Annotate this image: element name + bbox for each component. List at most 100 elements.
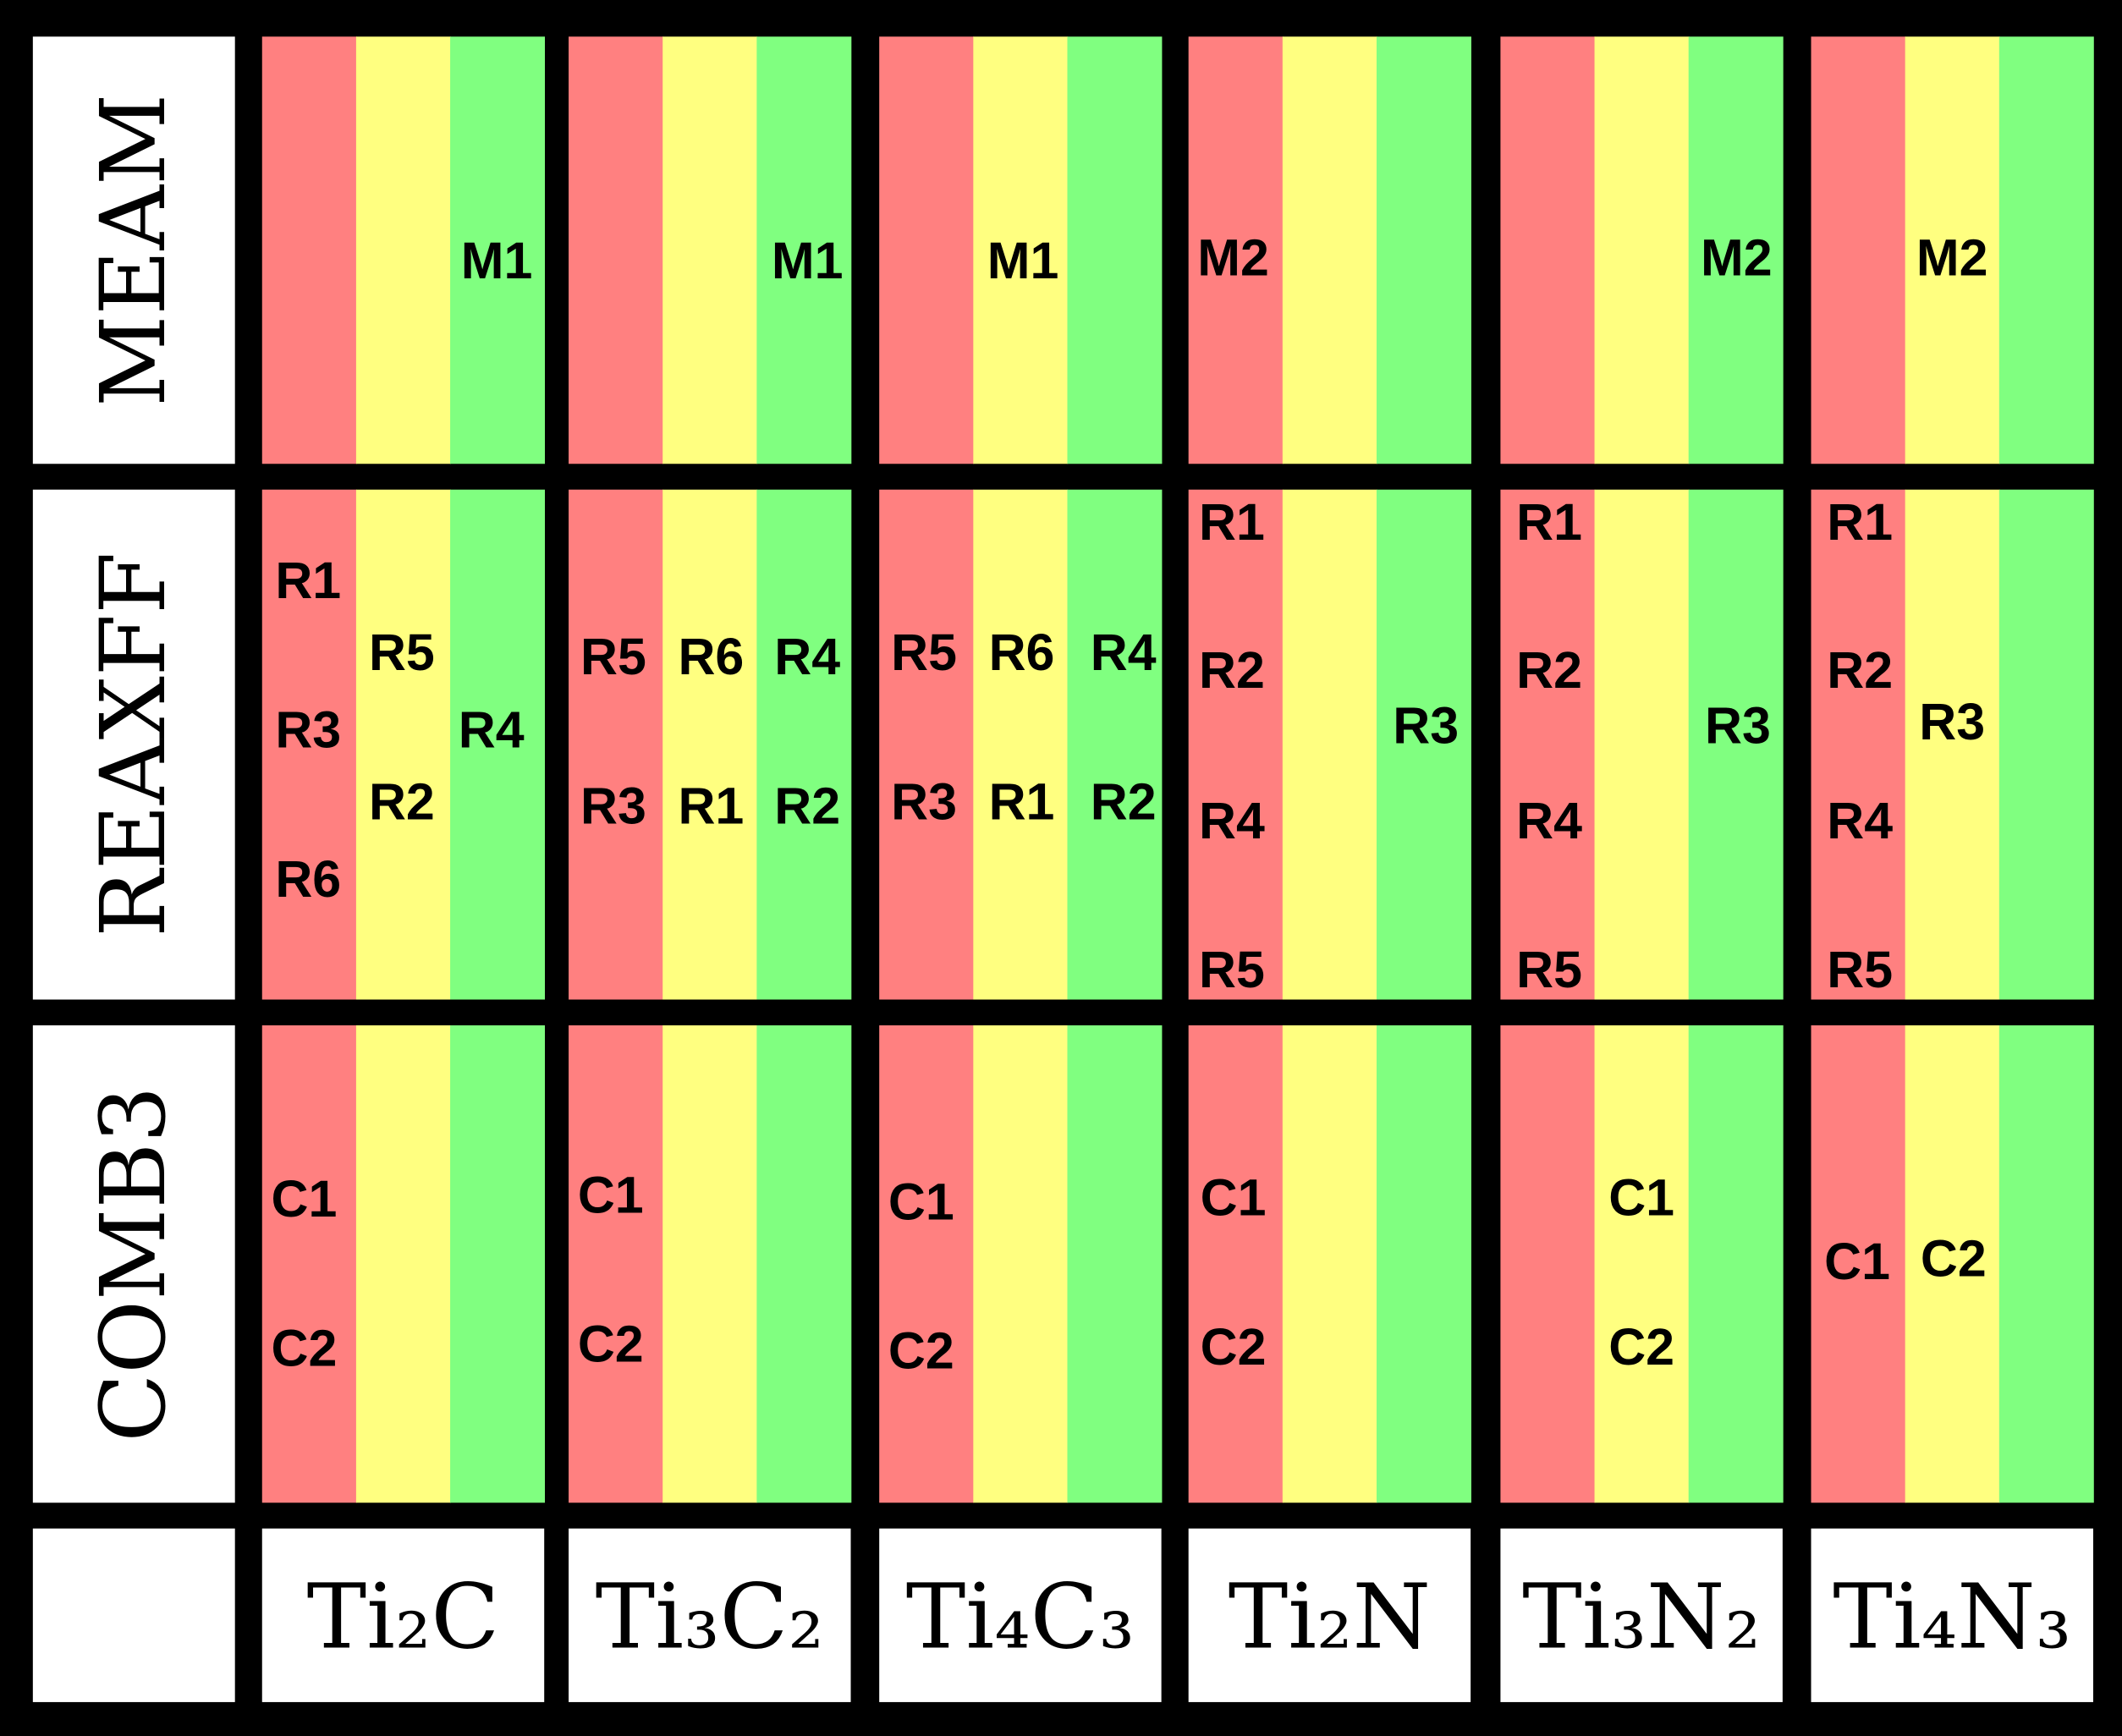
row-label: COMB3 <box>81 1086 185 1442</box>
color-band <box>355 489 451 1000</box>
color-band <box>973 1025 1069 1503</box>
color-band <box>355 1025 451 1503</box>
cell-tag: R5 <box>580 628 646 685</box>
cell-tag: C1 <box>1608 1169 1674 1227</box>
column-label-cell <box>1811 1528 2093 1702</box>
cell-tag: M1 <box>987 232 1059 289</box>
color-band <box>1067 1025 1163 1503</box>
cell-tag: C2 <box>1921 1230 1987 1288</box>
color-band <box>569 36 664 464</box>
cell-tag: M2 <box>1197 229 1269 287</box>
corner-cell <box>32 1528 235 1702</box>
cell-tag: M2 <box>1701 229 1773 287</box>
color-band <box>1688 36 1784 464</box>
cell-tag: R5 <box>891 624 957 681</box>
color-band <box>1688 1025 1784 1503</box>
cell-tag: R2 <box>1199 641 1265 699</box>
color-band <box>261 489 357 1000</box>
cell-tag: R3 <box>1393 697 1459 755</box>
cell-tag: R4 <box>1516 792 1582 849</box>
cell-tag: R3 <box>891 772 957 830</box>
color-band <box>756 489 852 1000</box>
color-band <box>1500 36 1596 464</box>
cell-tag: M1 <box>461 232 533 289</box>
column-label-cell <box>1500 1528 1783 1702</box>
cell-tag: C1 <box>1201 1169 1267 1227</box>
cell-tag: R6 <box>989 624 1055 681</box>
color-band <box>756 36 852 464</box>
cell-tag: C2 <box>578 1316 644 1373</box>
color-band <box>1188 489 1284 1000</box>
row-label: REAXFF <box>81 552 185 937</box>
color-band <box>1376 489 1471 1000</box>
cell-tag: R5 <box>369 624 435 681</box>
cell-tag: C2 <box>272 1320 338 1377</box>
color-band <box>1811 36 1906 464</box>
color-band <box>662 1025 758 1503</box>
color-band <box>569 489 664 1000</box>
color-band <box>1594 1025 1690 1503</box>
color-band <box>1376 1025 1471 1503</box>
color-band <box>662 489 758 1000</box>
color-band <box>1905 1025 2000 1503</box>
color-band <box>1500 489 1596 1000</box>
cell-tag: R3 <box>275 700 341 758</box>
cell-tag: R4 <box>459 700 525 758</box>
color-band <box>1811 1025 1906 1503</box>
color-band <box>879 1025 975 1503</box>
cell-tag: C1 <box>578 1166 644 1223</box>
cell-tag: C1 <box>1824 1233 1890 1290</box>
cell-tag: R3 <box>1919 693 1985 750</box>
row-label-cell <box>32 1025 235 1503</box>
color-band <box>355 36 451 464</box>
color-band <box>1282 489 1377 1000</box>
color-band <box>879 36 975 464</box>
color-band <box>1067 489 1163 1000</box>
color-band <box>1688 489 1784 1000</box>
row-label-cell <box>32 489 235 1000</box>
cell-tag: R2 <box>774 777 840 834</box>
cell-tag: R6 <box>275 850 341 908</box>
cell-tag: R4 <box>1199 792 1265 849</box>
column-label: Ti₃N₂ <box>1522 1564 1761 1668</box>
cell-tag: R1 <box>678 777 744 834</box>
color-band <box>1188 1025 1284 1503</box>
cell-tag: C1 <box>888 1173 954 1230</box>
color-band <box>1998 489 2094 1000</box>
color-band <box>450 1025 546 1503</box>
color-band <box>261 36 357 464</box>
cell-tag: R4 <box>774 628 840 685</box>
column-label: Ti₂N <box>1229 1564 1431 1668</box>
column-label: Ti₄C₃ <box>906 1564 1135 1668</box>
color-band <box>756 1025 852 1503</box>
color-band <box>569 1025 664 1503</box>
color-band <box>973 36 1069 464</box>
cell-tag: R1 <box>1827 493 1893 551</box>
color-band <box>1905 489 2000 1000</box>
color-band <box>1594 489 1690 1000</box>
cell-tag: M2 <box>1916 229 1988 287</box>
cell-tag: R4 <box>1091 624 1157 681</box>
cell-tag: R1 <box>1516 493 1582 551</box>
cell-tag: C2 <box>1608 1318 1674 1376</box>
column-label-cell <box>569 1528 851 1702</box>
cell-tag: R1 <box>989 772 1055 830</box>
color-band <box>450 489 546 1000</box>
column-label-cell <box>1188 1528 1471 1702</box>
color-band <box>1998 36 2094 464</box>
color-band <box>1282 1025 1377 1503</box>
cell-tag: C1 <box>272 1170 338 1228</box>
color-band <box>1067 36 1163 464</box>
cell-tag: R5 <box>1199 941 1265 998</box>
cell-tag: C2 <box>888 1322 954 1380</box>
color-band <box>662 36 758 464</box>
column-label-cell <box>879 1528 1162 1702</box>
column-label: Ti₄N₃ <box>1833 1564 2071 1668</box>
row-label: MEAM <box>81 94 185 407</box>
color-band <box>1500 1025 1596 1503</box>
column-label: Ti₃C₂ <box>596 1564 824 1668</box>
column-label-cell <box>261 1528 545 1702</box>
cell-tag: R6 <box>678 628 744 685</box>
color-band <box>879 489 975 1000</box>
color-band <box>1594 36 1690 464</box>
